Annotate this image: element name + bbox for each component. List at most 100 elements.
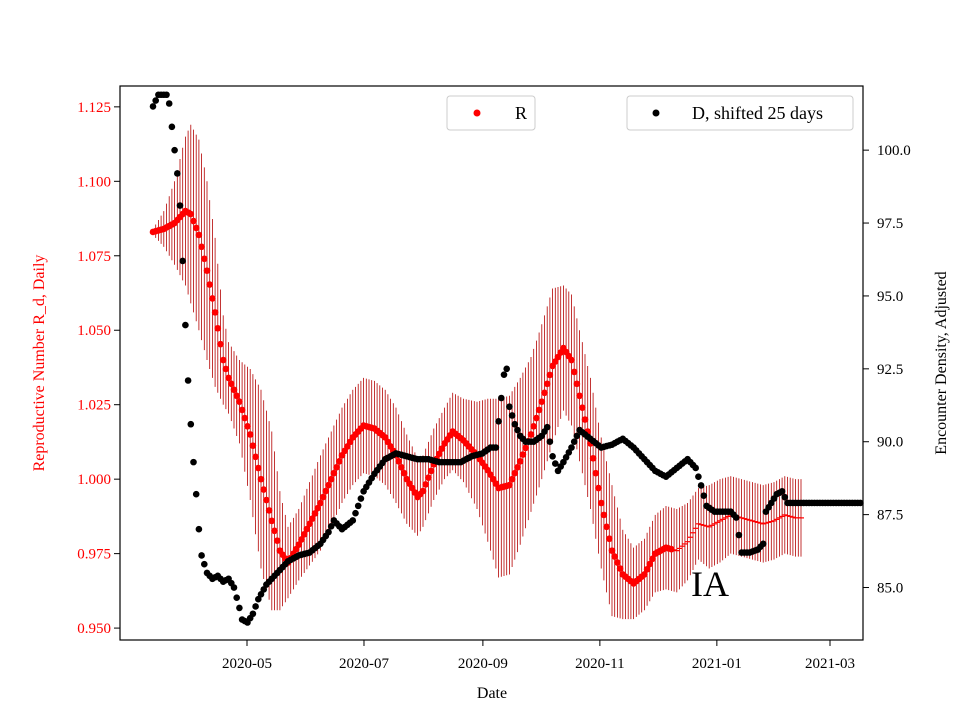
r-point [303, 525, 311, 533]
r-point [214, 324, 222, 332]
r-point [219, 356, 227, 364]
x-tick-label: 2020-09 [458, 656, 508, 672]
d-point [498, 394, 505, 402]
d-point [759, 540, 767, 548]
r-point [244, 422, 251, 430]
r-point [198, 243, 205, 251]
d-point [735, 531, 743, 539]
d-series [149, 91, 864, 626]
r-point [195, 231, 203, 239]
r-point [535, 406, 543, 414]
r-series [149, 207, 804, 587]
r-point [271, 527, 278, 535]
r-point [589, 455, 597, 462]
r-point [570, 368, 578, 376]
r-point [600, 511, 608, 519]
r-point [538, 398, 546, 406]
d-point [546, 438, 554, 446]
left-axis-label: Reproductive Number R_d, Daily [31, 255, 48, 472]
d-point [168, 123, 176, 131]
r-point [322, 487, 330, 495]
left-y-tick-label: 1.000 [77, 472, 111, 488]
r-point [241, 414, 249, 422]
x-tick-label: 2020-07 [339, 656, 389, 672]
r-point [190, 217, 197, 225]
x-axis-label: Date [477, 685, 507, 702]
left-y-tick-label: 1.050 [77, 323, 111, 339]
d-point [506, 403, 513, 411]
r-point [209, 295, 216, 302]
r-point [327, 475, 335, 483]
left-y-tick-label: 0.950 [77, 621, 111, 637]
r-point [395, 457, 403, 465]
r-point [592, 469, 600, 477]
r-point [201, 255, 208, 263]
d-point [190, 458, 197, 466]
d-point [562, 453, 570, 461]
r-point [425, 474, 432, 481]
r-point [225, 374, 232, 382]
r-point [333, 463, 340, 471]
d-point [732, 514, 740, 521]
d-point [327, 522, 335, 530]
r-point [606, 535, 613, 543]
left-y-tick-label: 1.100 [77, 174, 111, 190]
r-point [543, 380, 551, 388]
r-point [400, 469, 408, 477]
r-point [522, 444, 529, 452]
d-point [171, 146, 178, 154]
left-y-tick-label: 1.025 [77, 398, 111, 414]
r-point [254, 464, 262, 472]
r-point [419, 487, 427, 495]
d-point [260, 586, 268, 593]
left-y-tick-label: 0.975 [77, 547, 111, 563]
r-point [317, 499, 324, 507]
d-point [697, 482, 705, 489]
r-point [309, 515, 316, 522]
r-point [230, 386, 238, 394]
r-point [249, 442, 257, 449]
r-point [516, 457, 524, 465]
d-point [495, 418, 502, 425]
d-point [182, 321, 189, 329]
d-point [233, 594, 240, 602]
d-point [549, 453, 556, 460]
d-point [252, 603, 259, 610]
d-point [511, 420, 519, 428]
r-point [527, 431, 535, 438]
r-point [187, 210, 195, 218]
d-point [176, 202, 184, 209]
r-point [265, 507, 273, 514]
d-point [152, 97, 159, 104]
right-y-tick-label: 95.0 [877, 289, 903, 305]
d-point [781, 493, 789, 501]
d-point [254, 595, 262, 603]
d-point [198, 552, 205, 559]
d-point [149, 103, 157, 110]
d-point [184, 377, 192, 384]
r-point [514, 463, 521, 471]
r-point [506, 481, 513, 489]
d-point [573, 432, 581, 440]
d-point [700, 492, 708, 499]
d-point [568, 444, 575, 451]
r-point [597, 499, 605, 507]
d-point [352, 509, 359, 517]
d-point [857, 499, 864, 507]
right-y-tick-label: 90.0 [877, 435, 903, 451]
x-tick-label: 2020-05 [222, 656, 272, 672]
r-point [576, 392, 583, 400]
x-tick-label: 2021-03 [805, 656, 855, 672]
r-point [668, 545, 675, 553]
r-point [298, 536, 305, 543]
d-point [257, 591, 265, 598]
r-point [581, 416, 589, 423]
r-point [206, 281, 213, 288]
d-point [503, 365, 511, 373]
legend-r-box [446, 95, 536, 131]
r-point [641, 571, 648, 578]
r-point [643, 565, 651, 573]
r-point [311, 510, 319, 517]
left-y-axis: 0.950 0.975 1.000 1.025 1.050 1.075 1.100 1.125 [77, 100, 120, 637]
